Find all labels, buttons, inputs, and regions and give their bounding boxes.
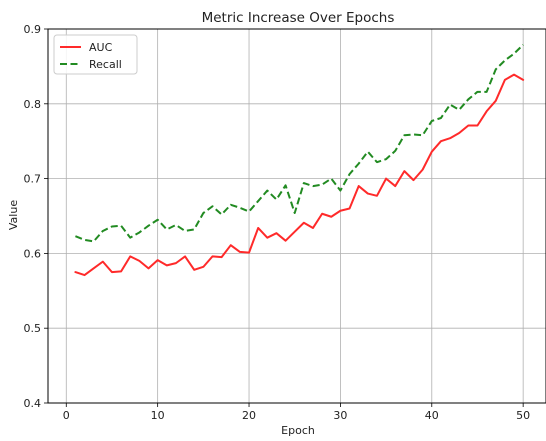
legend-label-recall: Recall — [89, 58, 122, 71]
legend-label-auc: AUC — [89, 41, 113, 54]
x-axis-label: Epoch — [281, 424, 315, 437]
y-axis-label: Value — [7, 200, 20, 230]
x-tick-label: 20 — [242, 409, 256, 422]
series-lines — [75, 45, 523, 275]
y-tick-label: 0.8 — [24, 98, 42, 111]
x-tick-label: 30 — [333, 409, 347, 422]
chart-title: Metric Increase Over Epochs — [202, 10, 395, 26]
x-tick-label: 0 — [63, 409, 70, 422]
grid — [48, 29, 546, 403]
x-tick-label: 50 — [516, 409, 530, 422]
y-tick-label: 0.5 — [24, 322, 42, 335]
legend: AUC Recall — [54, 35, 137, 74]
x-tick-label: 40 — [425, 409, 439, 422]
series-line-auc — [75, 75, 523, 275]
y-tick-label: 0.6 — [24, 247, 42, 260]
plot-frame — [48, 29, 546, 403]
axes: 0 10 20 30 40 50 0.4 0.5 0.6 0.7 0.8 0.9 — [24, 23, 546, 422]
y-tick-label: 0.9 — [24, 23, 42, 36]
x-tick-label: 10 — [151, 409, 165, 422]
y-tick-label: 0.7 — [24, 173, 42, 186]
series-line-recall — [75, 45, 523, 242]
y-tick-label: 0.4 — [24, 397, 42, 410]
